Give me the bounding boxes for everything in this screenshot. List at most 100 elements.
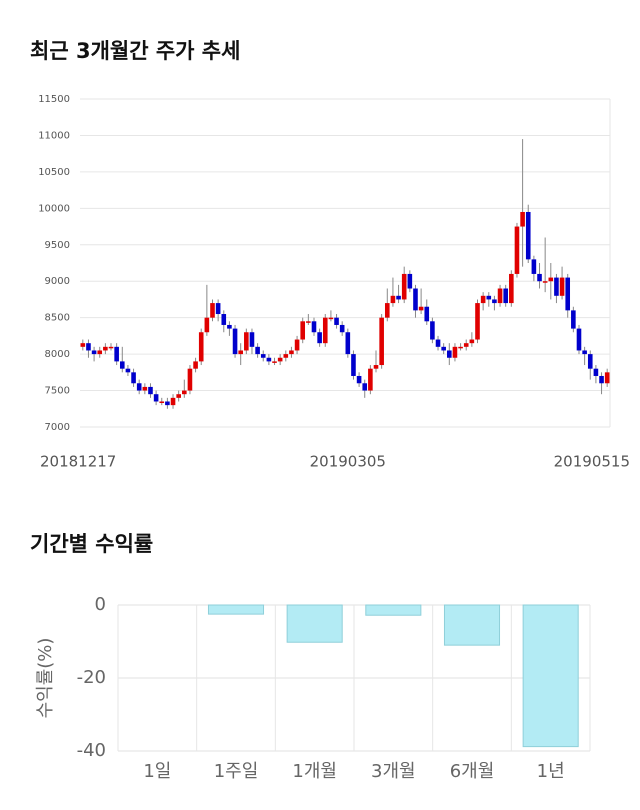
y-tick-label: 10000: [38, 203, 70, 214]
x-tick-label: 20190515: [554, 453, 630, 471]
candle-body: [306, 321, 311, 323]
candle-body: [153, 394, 159, 402]
y-tick-label: 8000: [45, 349, 70, 360]
y-axis-label: 수익률(%): [35, 638, 56, 719]
candle-body: [407, 273, 413, 289]
candle-body: [119, 361, 125, 369]
candle-body: [593, 368, 599, 376]
candle-body: [520, 211, 525, 227]
candle-body: [587, 354, 593, 369]
candle-body: [509, 273, 514, 304]
candle-body: [289, 350, 294, 355]
candle-body: [604, 372, 610, 384]
candle-body: [351, 354, 356, 376]
x-tick-label: 6개월: [450, 761, 495, 782]
chart-title: 기간별 수익률: [30, 532, 153, 556]
candle-body: [559, 277, 565, 296]
x-tick-label: 20190305: [310, 453, 386, 471]
candle-body: [125, 368, 131, 373]
candle-body: [356, 375, 362, 384]
candle-body: [103, 346, 108, 351]
candle-body: [311, 321, 317, 333]
y-tick-label: 11000: [38, 130, 70, 141]
candle-body: [571, 310, 576, 329]
candle-body: [260, 354, 266, 358]
candle-body: [249, 332, 255, 347]
candle-body: [170, 397, 176, 406]
candle-body: [204, 317, 210, 333]
candle-body: [283, 354, 289, 358]
y-tick-label: 8500: [45, 313, 70, 324]
candle-body: [368, 368, 373, 391]
y-tick-label: 0: [95, 594, 106, 615]
candle-body: [390, 295, 396, 304]
candle-body: [362, 383, 368, 391]
candle-body: [300, 321, 306, 340]
candle-body: [114, 346, 119, 362]
bar: [522, 604, 579, 748]
candle-body: [198, 332, 204, 362]
candle-body: [91, 350, 97, 355]
y-tick-label: 7500: [45, 386, 70, 397]
candle-body: [210, 303, 215, 318]
candle-body: [542, 281, 548, 283]
candle-body: [255, 346, 260, 355]
candle-body: [322, 317, 328, 344]
x-tick-label: 1개월: [292, 761, 337, 782]
y-tick-label: 10500: [38, 167, 70, 178]
candle-body: [503, 288, 508, 304]
candle-body: [131, 372, 136, 384]
candle-body: [441, 346, 446, 351]
x-tick-label: 1주일: [214, 761, 259, 782]
candle-body: [80, 343, 86, 347]
candle-body: [548, 277, 554, 282]
x-tick-label: 1일: [143, 761, 171, 782]
candle-body: [463, 343, 469, 347]
candle-body: [193, 361, 198, 369]
candle-body: [379, 317, 384, 366]
chart-title: 최근 3개월간 주가 추세: [30, 39, 240, 63]
candle-body: [469, 339, 475, 344]
candle-body: [317, 332, 322, 344]
candle-body: [565, 277, 571, 311]
bar: [286, 604, 343, 643]
candle-body: [384, 303, 390, 318]
candle-body: [582, 350, 587, 355]
candle-body: [136, 383, 142, 391]
candle-body: [497, 288, 503, 304]
candle-body: [525, 211, 531, 260]
candle-body: [227, 324, 232, 329]
candle-body: [215, 303, 221, 315]
candle-body: [221, 314, 227, 325]
candle-body: [435, 339, 441, 347]
candle-body: [452, 346, 458, 358]
candle-body: [531, 259, 537, 274]
y-tick-label: 9500: [45, 240, 70, 251]
candle-body: [232, 328, 238, 355]
candle-body: [537, 273, 542, 282]
candle-body: [492, 299, 497, 304]
y-tick-label: 7000: [45, 422, 70, 433]
x-tick-label: 20181217: [40, 453, 116, 471]
candle-body: [266, 357, 272, 362]
candle-body: [514, 226, 520, 274]
candle-body: [447, 350, 452, 358]
candle-body: [148, 386, 153, 395]
candle-body: [486, 295, 492, 300]
candle-body: [182, 390, 187, 395]
bar: [207, 604, 265, 615]
candle-body: [339, 324, 345, 333]
candle-body: [401, 273, 407, 300]
candle-body: [328, 317, 334, 320]
y-tick-label: -40: [77, 740, 106, 761]
bar: [443, 604, 501, 646]
candle-body: [413, 288, 418, 311]
candle-body: [430, 321, 435, 340]
candle-body: [244, 332, 249, 351]
candle-body: [373, 365, 379, 369]
candle-body: [176, 394, 181, 398]
candle-body: [396, 295, 401, 300]
y-tick-label: 11500: [38, 94, 70, 105]
candle-body: [97, 350, 103, 355]
